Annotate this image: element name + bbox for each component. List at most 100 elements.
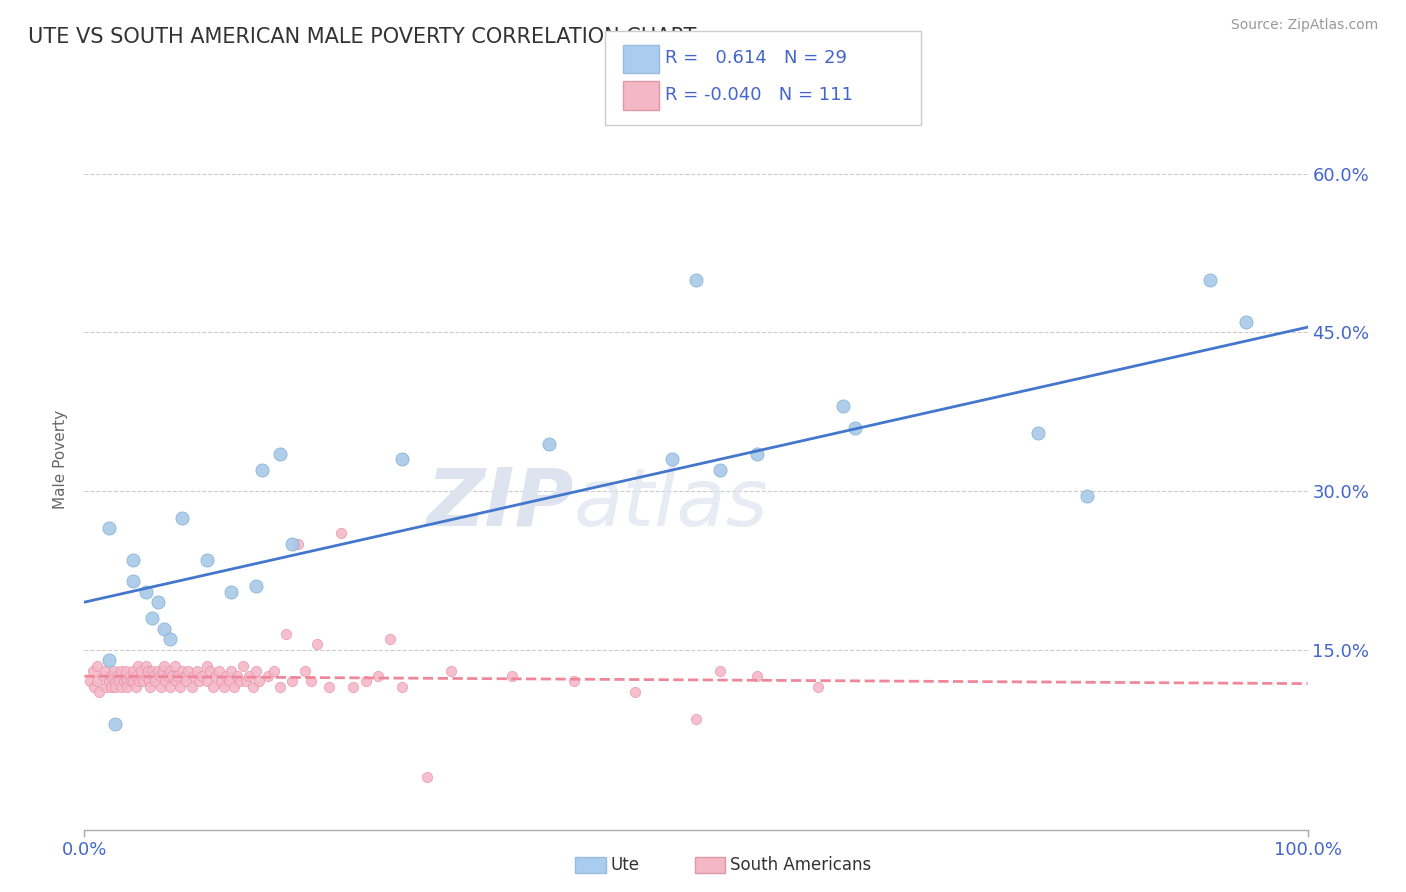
Point — [276, 627, 298, 641]
Point — [191, 669, 214, 683]
Point — [299, 674, 322, 689]
Point — [201, 680, 224, 694]
Point — [97, 521, 120, 535]
Point — [162, 669, 184, 683]
Point — [250, 463, 273, 477]
Point — [159, 632, 181, 647]
Text: R = -0.040   N = 111: R = -0.040 N = 111 — [665, 87, 853, 104]
Point — [263, 664, 285, 678]
Point — [685, 272, 707, 286]
Point — [209, 674, 232, 689]
Point — [129, 664, 152, 678]
Point — [115, 664, 138, 678]
Point — [174, 674, 197, 689]
Point — [212, 680, 235, 694]
Point — [138, 674, 160, 689]
Point — [110, 664, 132, 678]
Point — [844, 420, 866, 434]
Point — [112, 674, 135, 689]
Point — [440, 664, 463, 678]
Point — [104, 716, 127, 731]
Point — [502, 669, 524, 683]
Point — [269, 447, 291, 461]
Point — [391, 452, 413, 467]
Point — [195, 553, 218, 567]
Text: South Americans: South Americans — [730, 856, 870, 874]
Point — [318, 680, 340, 694]
Point — [354, 674, 377, 689]
Point — [177, 664, 200, 678]
Point — [115, 680, 138, 694]
Point — [107, 674, 129, 689]
Point — [232, 658, 254, 673]
Point — [709, 463, 731, 477]
Point — [97, 653, 120, 667]
Point — [79, 674, 101, 689]
Point — [287, 537, 309, 551]
Point — [195, 674, 218, 689]
Point — [120, 674, 142, 689]
Point — [562, 674, 585, 689]
Point — [242, 680, 264, 694]
Text: UTE VS SOUTH AMERICAN MALE POVERTY CORRELATION CHART: UTE VS SOUTH AMERICAN MALE POVERTY CORRE… — [28, 27, 696, 46]
Point — [86, 674, 108, 689]
Point — [166, 669, 188, 683]
Point — [122, 553, 145, 567]
Point — [208, 664, 231, 678]
Point — [100, 669, 122, 683]
Point — [163, 658, 186, 673]
Point — [91, 669, 114, 683]
Point — [183, 669, 205, 683]
Point — [245, 664, 267, 678]
Point — [831, 400, 853, 414]
Point — [104, 674, 127, 689]
Point — [172, 664, 194, 678]
Point — [143, 674, 166, 689]
Point — [122, 674, 145, 689]
Point — [247, 674, 270, 689]
Point — [104, 680, 127, 694]
Point — [146, 664, 169, 678]
Point — [153, 658, 176, 673]
Point — [200, 664, 222, 678]
Point — [141, 611, 163, 625]
Point — [153, 622, 176, 636]
Point — [83, 680, 105, 694]
Point — [380, 632, 402, 647]
Point — [110, 680, 132, 694]
Text: Source: ZipAtlas.com: Source: ZipAtlas.com — [1230, 18, 1378, 32]
Point — [142, 669, 165, 683]
Text: Ute: Ute — [610, 856, 640, 874]
Point — [330, 526, 353, 541]
Text: R =   0.614   N = 29: R = 0.614 N = 29 — [665, 49, 846, 67]
Point — [132, 674, 155, 689]
Point — [269, 680, 291, 694]
Point — [228, 674, 250, 689]
Point — [215, 669, 238, 683]
Point — [114, 669, 136, 683]
Point — [538, 436, 561, 450]
Point — [125, 669, 148, 683]
Point — [172, 510, 194, 524]
Point — [1076, 490, 1098, 504]
Point — [624, 685, 647, 699]
Point — [181, 680, 204, 694]
Point — [222, 680, 245, 694]
Point — [661, 452, 683, 467]
Point — [141, 664, 163, 678]
Point — [281, 674, 304, 689]
Point — [305, 637, 328, 651]
Point — [152, 664, 174, 678]
Point — [115, 674, 138, 689]
Point — [100, 680, 122, 694]
Point — [747, 447, 769, 461]
Point — [1236, 315, 1258, 329]
Point — [367, 669, 389, 683]
Point — [156, 669, 179, 683]
Point — [94, 664, 117, 678]
Point — [118, 669, 141, 683]
Point — [281, 537, 304, 551]
Point — [204, 669, 226, 683]
Point — [747, 669, 769, 683]
Point — [139, 680, 162, 694]
